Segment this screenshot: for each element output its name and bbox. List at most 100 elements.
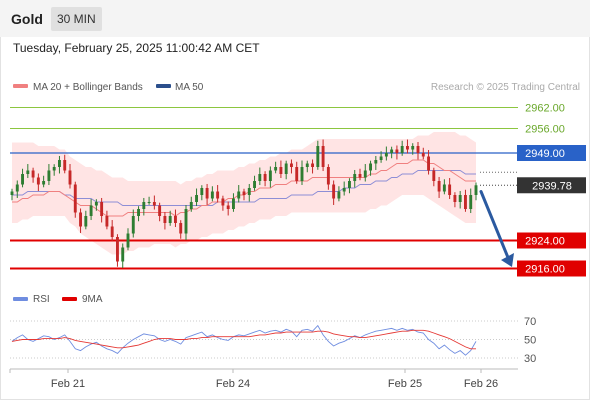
ma50-line [12,170,476,206]
bearish-candle [279,167,283,174]
bearish-candle [79,212,82,227]
bearish-candle [295,167,299,181]
bullish-candle [52,167,56,171]
x-axis: Feb 21 Feb 24 Feb 25 Feb 26 [9,369,498,390]
rsi-tick-label: 30 [524,353,536,365]
bullish-candle [168,216,172,223]
bullish-candle [284,163,288,174]
bearish-candle [326,167,330,185]
bearish-candle [36,177,40,185]
bullish-candle [195,195,198,202]
bullish-candle [142,202,146,209]
rsi-ma-legend-swatch [62,297,77,301]
bearish-candle [263,174,267,181]
level-labels: 2962.00 2956.00 2949.00 2939.78 2924.00 2916.… [517,103,586,277]
bullish-candle [121,247,125,262]
bearish-candle [406,146,409,150]
bullish-candle [300,167,304,181]
candlesticks [10,139,478,268]
bullish-candle [442,184,446,192]
x-tick-label: Feb 26 [464,378,498,390]
bearish-candle [205,188,209,199]
x-tick-label: Feb 25 [388,378,422,390]
bullish-candle [126,233,130,248]
ma20-legend-label: MA 20 + Bollinger Bands [33,82,143,93]
rsi-panel: 70 50 30 [10,316,536,365]
bearish-candle [105,216,109,227]
rsi-legend-swatch [13,297,28,301]
resistance-label: 2956.00 [525,124,565,136]
bearish-candle [179,223,183,234]
last-price-label-box [517,177,586,194]
bearish-candle [100,202,104,216]
bullish-candle [137,209,140,216]
bullish-candle [379,156,383,160]
bullish-candle [384,153,388,157]
bearish-candle [163,216,167,223]
pivot-label: 2949.00 [525,148,565,160]
bearish-candle [242,191,246,195]
bearish-candle [116,237,119,262]
forecast-arrow-head [501,253,514,267]
bullish-candle [94,202,98,206]
instrument-title: Gold [11,11,43,27]
bearish-candle [152,202,156,206]
bearish-candle [421,153,425,157]
bullish-candle [253,181,256,188]
bearish-candle [158,205,162,216]
bullish-candle [363,170,367,178]
bullish-candle [400,146,404,153]
support-label: 2916.00 [525,264,565,276]
bullish-candle [84,216,88,227]
bearish-candle [453,195,457,202]
bearish-candle [358,174,362,178]
bearish-candle [332,184,336,199]
bullish-candle [131,216,135,234]
ma50-legend-swatch [156,84,171,88]
bullish-candle [337,191,341,199]
bullish-candle [210,191,214,199]
bullish-candle [458,195,462,202]
bullish-candle [21,174,24,185]
bullish-candle [469,195,473,209]
bearish-candle [464,195,467,209]
bearish-candle [31,170,35,178]
bearish-candle [427,156,430,171]
support-label-box [517,232,586,249]
bearish-candle [174,216,177,223]
interval-badge[interactable]: 30 MIN [51,7,102,31]
bearish-candle [311,163,314,167]
bearish-candle [321,146,325,167]
support-label: 2924.00 [525,236,565,248]
bullish-candle [47,170,51,181]
forecast-arrow-shaft [479,190,511,262]
bearish-candle [68,170,72,185]
bullish-candle [42,181,46,185]
bearish-candle [432,170,436,181]
bullish-candle [369,163,372,171]
bullish-candle [189,202,193,209]
bullish-candle [316,146,320,167]
x-tick-label: Feb 24 [216,378,250,390]
bullish-candle [232,198,235,209]
bullish-candle [58,160,61,167]
bearish-candle [437,181,441,192]
rsi-tick-label: 70 [524,316,536,328]
bullish-candle [258,174,262,181]
bullish-candle [305,163,309,167]
credit-text: Research © 2025 Trading Central [431,82,580,93]
bearish-candle [221,198,225,206]
bullish-candle [342,188,346,192]
support-label-box [517,260,586,277]
bearish-candle [110,226,114,237]
resistance-label: 2962.00 [525,103,565,115]
bearish-candle [416,146,420,153]
bullish-candle [390,149,394,153]
bearish-candle [216,191,220,199]
bullish-candle [237,191,241,199]
forecast-arrow [479,190,514,267]
price-levels [10,107,518,270]
header-bar: Gold 30 MIN [0,0,590,37]
bullish-candle [411,146,415,150]
